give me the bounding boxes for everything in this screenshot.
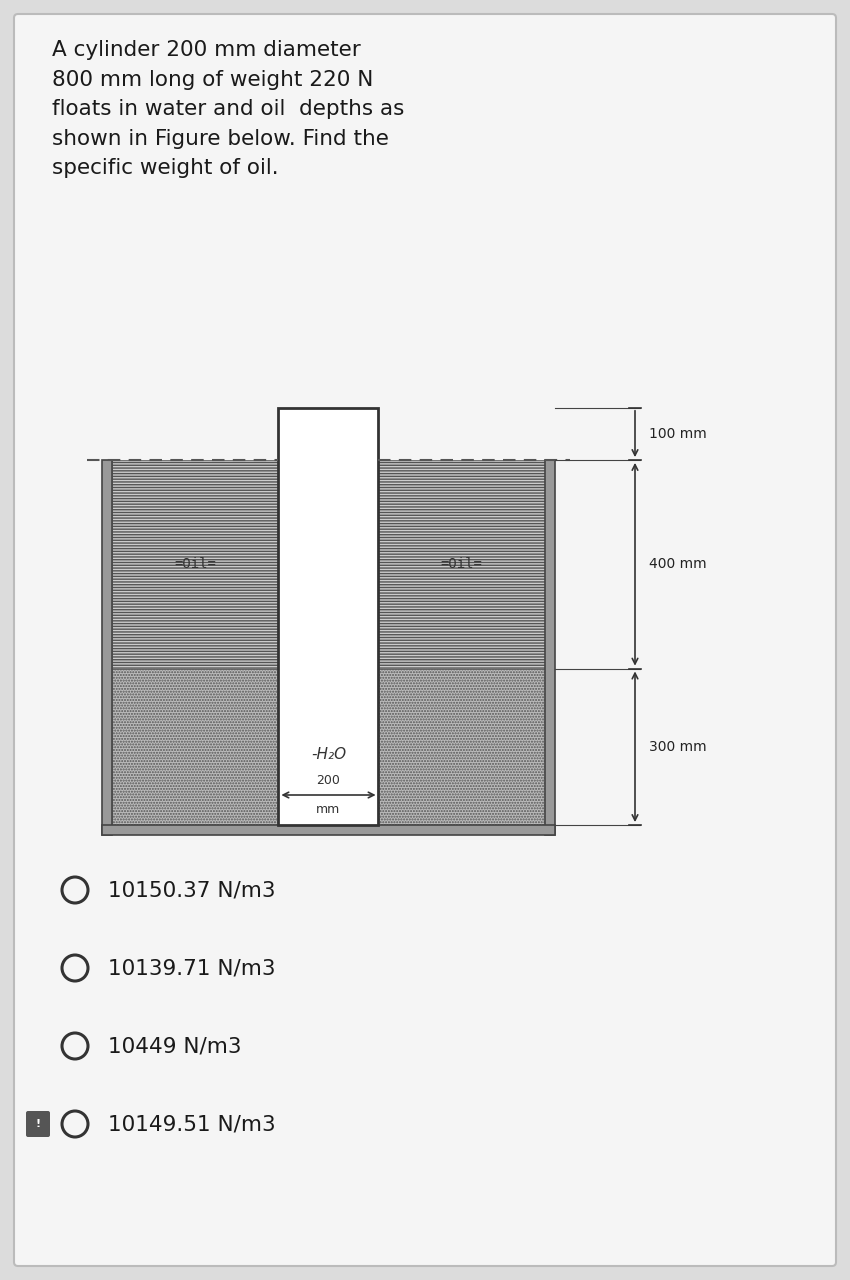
Bar [112,668,545,826]
Text: =Oil=: =Oil= [174,557,216,571]
Bar [279,408,378,826]
FancyBboxPatch shape [26,1111,50,1137]
Bar [545,460,555,835]
Bar [102,826,555,835]
Text: mm: mm [316,803,341,817]
Bar [102,460,112,835]
Text: 10449 N/m3: 10449 N/m3 [108,1036,241,1056]
Text: 400 mm: 400 mm [649,557,706,571]
Text: -H₂O: -H₂O [311,748,346,763]
Text: 10139.71 N/m3: 10139.71 N/m3 [108,957,275,978]
Text: 10150.37 N/m3: 10150.37 N/m3 [108,881,275,900]
Text: 300 mm: 300 mm [649,740,706,754]
FancyBboxPatch shape [14,14,836,1266]
Text: A cylinder 200 mm diameter
800 mm long of weight 220 N
floats in water and oil  : A cylinder 200 mm diameter 800 mm long o… [52,40,405,178]
Text: !: ! [36,1119,41,1129]
Text: 10149.51 N/m3: 10149.51 N/m3 [108,1114,275,1134]
Text: 100 mm: 100 mm [649,428,706,440]
Text: =Oil=: =Oil= [441,557,483,571]
Bar [378,460,545,668]
Text: 200: 200 [316,774,341,787]
Bar [112,460,279,668]
